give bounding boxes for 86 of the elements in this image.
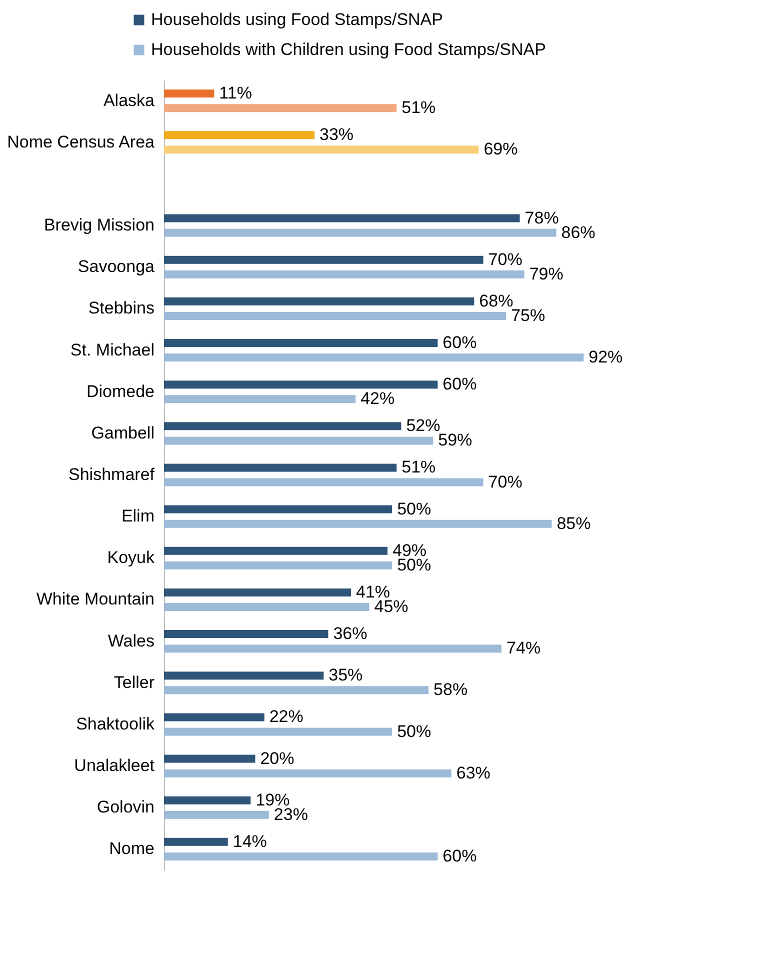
y-tick-label: Gambell <box>91 423 154 442</box>
y-tick-label: Unalakleet <box>74 756 155 776</box>
bar <box>164 852 438 860</box>
data-label: 68% <box>479 291 514 310</box>
bar <box>164 644 502 653</box>
bar <box>164 131 315 140</box>
data-label: 75% <box>511 306 546 325</box>
bar <box>164 270 524 278</box>
bar <box>164 312 506 320</box>
data-label: 42% <box>360 389 395 408</box>
bar <box>164 686 429 694</box>
data-label: 33% <box>320 125 354 144</box>
bar <box>164 104 397 112</box>
bar <box>164 713 264 722</box>
y-tick-label: St. Michael <box>70 340 154 360</box>
y-tick-label: Nome Census Area <box>7 132 156 152</box>
data-label: 51% <box>402 98 436 118</box>
bar <box>164 354 584 362</box>
data-label: 63% <box>456 763 490 782</box>
data-label: 11% <box>219 84 252 103</box>
data-label: 79% <box>529 264 564 284</box>
data-label: 36% <box>333 624 368 644</box>
bar <box>164 338 438 347</box>
bar <box>164 436 434 445</box>
bar <box>164 214 520 222</box>
data-label: 14% <box>232 832 267 851</box>
bar <box>164 728 392 736</box>
y-tick-label: Wales <box>108 631 154 650</box>
bar <box>164 810 269 819</box>
data-label: 22% <box>269 707 304 726</box>
bar <box>164 505 392 514</box>
bar <box>164 90 214 98</box>
y-tick-label: White Mountain <box>36 590 154 609</box>
y-tick-label: Koyuk <box>107 548 155 568</box>
bar <box>164 422 402 430</box>
y-tick-label: Diomede <box>86 382 154 401</box>
y-tick-label: Nome <box>109 839 154 858</box>
bar <box>164 520 552 528</box>
bar <box>164 297 474 306</box>
data-label: 35% <box>328 666 363 685</box>
bar <box>164 796 251 804</box>
data-label: 50% <box>397 499 432 518</box>
bar <box>164 380 438 389</box>
bar <box>164 561 392 570</box>
y-tick-label: Alaska <box>103 90 156 110</box>
y-tick-label: Golovin <box>96 798 154 817</box>
data-label: 60% <box>442 846 477 866</box>
bar <box>164 228 556 237</box>
y-tick-label: Stebbins <box>88 298 154 318</box>
data-label: 60% <box>442 332 477 352</box>
data-label: 52% <box>406 416 440 436</box>
legend-label: Households with Children using Food Stamps/SNAP <box>151 40 546 59</box>
y-tick-label: Elim <box>121 506 154 526</box>
data-label: 51% <box>402 458 436 477</box>
bar <box>164 588 352 596</box>
data-label: 85% <box>556 514 591 533</box>
data-label: 59% <box>438 430 472 450</box>
bar <box>164 256 484 264</box>
bar <box>164 478 484 486</box>
y-tick-label: Teller <box>114 672 155 692</box>
bar <box>164 754 256 763</box>
y-tick-label: Savoonga <box>78 257 156 276</box>
bar <box>164 146 479 154</box>
data-label: 50% <box>397 722 432 741</box>
bar <box>164 395 356 404</box>
data-label: 74% <box>506 638 541 658</box>
bar <box>164 672 324 680</box>
data-label: 20% <box>260 748 294 768</box>
data-label: 60% <box>442 374 477 394</box>
data-label: 70% <box>488 472 522 492</box>
data-label: 92% <box>588 348 623 367</box>
y-tick-label: Shishmaref <box>68 465 155 484</box>
bar <box>164 464 397 472</box>
legend-label: Households using Food Stamps/SNAP <box>151 10 443 29</box>
bar <box>164 838 228 846</box>
bar <box>164 546 388 555</box>
bar <box>164 603 370 612</box>
data-label: 69% <box>484 140 518 159</box>
y-tick-label: Shaktoolik <box>76 714 155 734</box>
data-label: 58% <box>434 680 468 700</box>
y-tick-label: Brevig Mission <box>44 216 154 235</box>
data-label: 78% <box>524 208 559 228</box>
bar <box>164 630 328 638</box>
data-label: 86% <box>561 222 596 242</box>
data-label: 70% <box>488 250 522 269</box>
bar <box>164 769 452 778</box>
